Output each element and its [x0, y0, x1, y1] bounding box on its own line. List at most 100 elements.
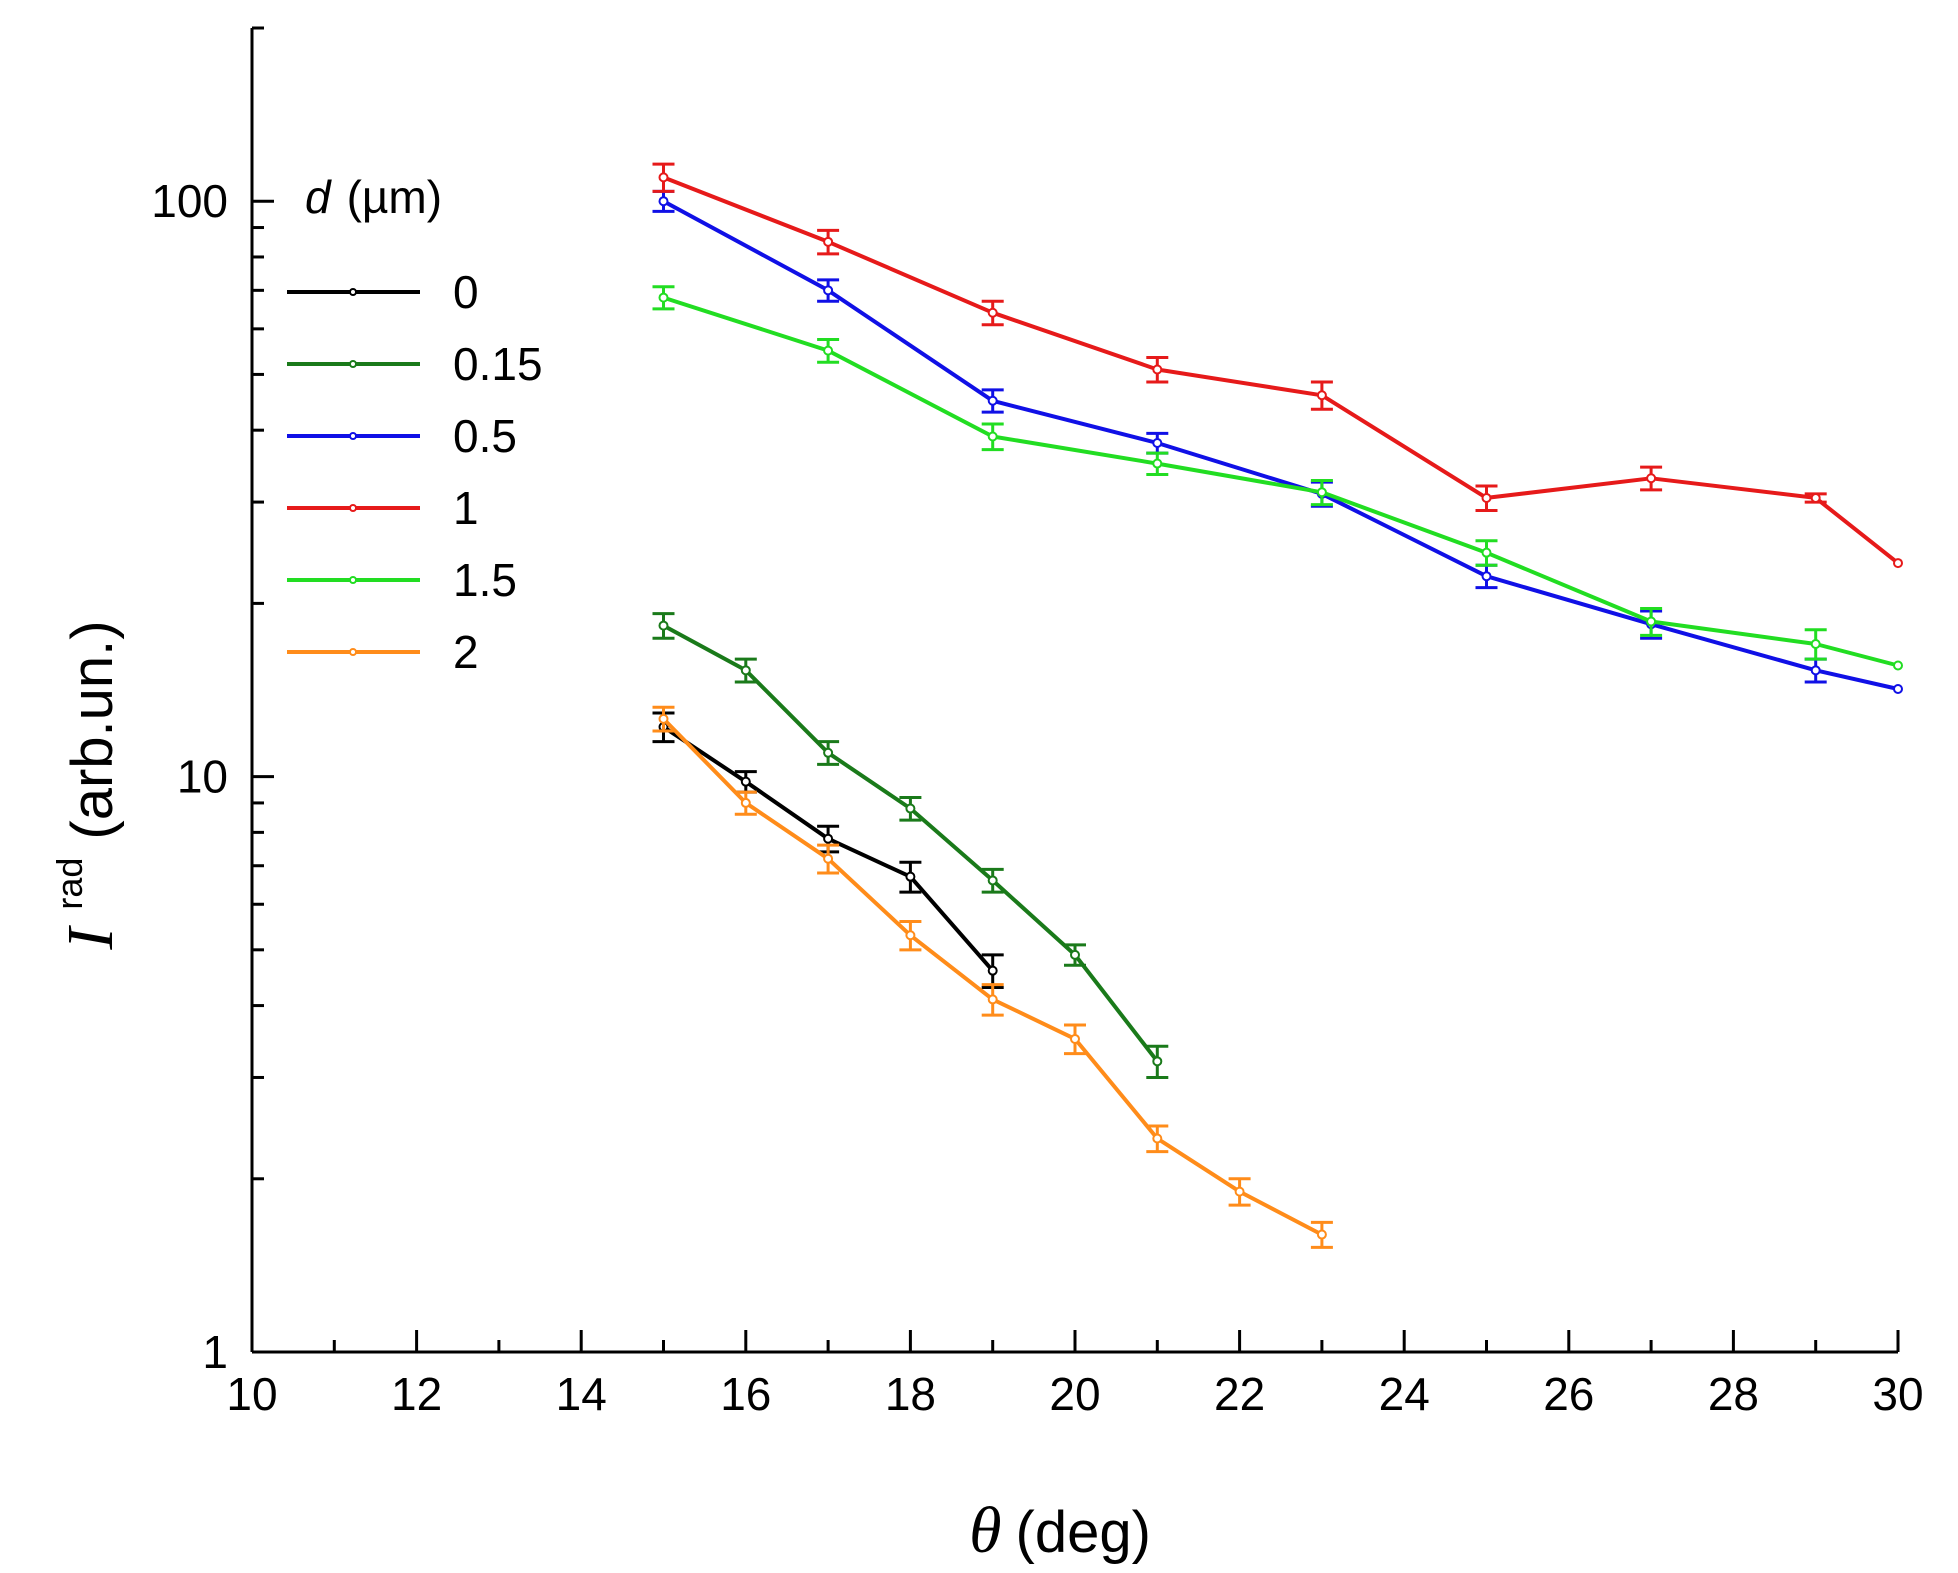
data-point: [1893, 558, 1903, 569]
data-point: [987, 307, 998, 318]
data-point: [740, 776, 751, 787]
legend-marker: [349, 288, 357, 296]
y-axis-title: I rad (arb.un.): [49, 620, 127, 950]
x-tick-label: 20: [1049, 1368, 1100, 1420]
data-point: [823, 285, 834, 296]
legend-label: 0.5: [453, 410, 517, 462]
x-tick-label: 30: [1872, 1368, 1923, 1420]
legend-item: 0: [287, 266, 479, 318]
data-point: [1316, 487, 1327, 498]
data-point: [1152, 438, 1163, 449]
legend-title-symbol: d: [305, 171, 332, 223]
data-point: [740, 797, 751, 808]
data-point: [987, 875, 998, 886]
data-point: [1152, 364, 1163, 375]
x-tick-label: 18: [885, 1368, 936, 1420]
x-tick-label: 28: [1708, 1368, 1759, 1420]
legend-marker: [349, 504, 357, 512]
x-tick-label: 12: [391, 1368, 442, 1420]
series-1.5: [652, 285, 1903, 671]
legend-marker: [349, 360, 357, 368]
legend-item: 2: [287, 626, 479, 678]
y-tick-label: 100: [151, 175, 228, 227]
data-point: [1152, 458, 1163, 469]
y-axis-symbol: I: [54, 925, 127, 951]
series-line: [662, 175, 1900, 565]
data-point: [658, 196, 669, 207]
series-0: [652, 711, 1004, 990]
legend-label: 1.5: [453, 554, 517, 606]
data-point: [1481, 571, 1492, 582]
data-point: [987, 395, 998, 406]
data-point: [1316, 1229, 1327, 1240]
data-point: [987, 965, 998, 976]
x-tick-label: 10: [226, 1368, 277, 1420]
data-point: [1893, 660, 1903, 671]
data-point: [1070, 949, 1080, 960]
data-point: [1893, 683, 1903, 694]
legend-title-text: (µm): [347, 171, 442, 223]
data-point: [1810, 665, 1821, 676]
series-1: [652, 162, 1903, 569]
data-point: [1152, 1133, 1163, 1144]
legend-marker: [349, 432, 357, 440]
x-tick-label: 14: [556, 1368, 607, 1420]
legend: d (µm) 0 0.15 0.5 1 1.5 2: [287, 171, 543, 678]
x-axis-title: θ (deg): [969, 1494, 1151, 1567]
x-tick-label: 24: [1379, 1368, 1430, 1420]
data-point: [1070, 1033, 1080, 1044]
data-point: [1316, 390, 1327, 401]
data-point: [987, 994, 998, 1005]
legend-label: 0.15: [453, 338, 543, 390]
x-tick-label: 26: [1543, 1368, 1594, 1420]
data-point: [1481, 547, 1492, 558]
y-axis-superscript: rad: [49, 858, 90, 910]
y-axis-text: (arb.un.): [60, 620, 125, 839]
data-point: [1481, 492, 1492, 503]
legend-item: 1: [287, 482, 479, 534]
data-point: [658, 172, 669, 183]
legend-title: d (µm): [305, 171, 442, 223]
y-tick-label: 10: [177, 751, 228, 803]
legend-label: 2: [453, 626, 479, 678]
data-point: [823, 747, 834, 758]
legend-label: 1: [453, 482, 479, 534]
data-point: [905, 871, 916, 882]
data-point: [1646, 473, 1657, 484]
data-point: [1152, 1056, 1163, 1067]
data-point: [823, 833, 834, 844]
data-point: [823, 345, 834, 356]
data-point: [1810, 492, 1821, 503]
y-tick-label: 1: [202, 1326, 228, 1378]
x-axis-symbol: θ: [969, 1494, 1001, 1567]
data-point: [987, 431, 998, 442]
data-point: [658, 292, 669, 303]
data-point: [658, 713, 669, 724]
data-point: [1646, 616, 1657, 627]
data-point: [905, 930, 916, 941]
data-point: [823, 236, 834, 247]
data-point: [905, 803, 916, 814]
series-line: [662, 623, 1159, 1063]
x-axis-text: (deg): [1016, 1500, 1151, 1565]
legend-item: 1.5: [287, 554, 517, 606]
data-point: [1234, 1186, 1245, 1197]
axis-labels: θ (deg) I rad (arb.un.): [49, 620, 1151, 1567]
legend-label: 0: [453, 266, 479, 318]
plot-series: [652, 162, 1903, 1249]
series-0.15: [652, 612, 1169, 1079]
series-line: [662, 199, 1899, 691]
series-0.5: [652, 189, 1903, 694]
legend-item: 0.5: [287, 410, 517, 462]
data-point: [823, 853, 834, 864]
legend-marker: [349, 648, 357, 656]
data-point: [740, 665, 751, 676]
data-point: [658, 620, 669, 631]
x-tick-label: 16: [720, 1368, 771, 1420]
data-point: [1810, 639, 1821, 650]
series-2: [652, 705, 1333, 1249]
x-tick-label: 22: [1214, 1368, 1265, 1420]
legend-item: 0.15: [287, 338, 543, 390]
